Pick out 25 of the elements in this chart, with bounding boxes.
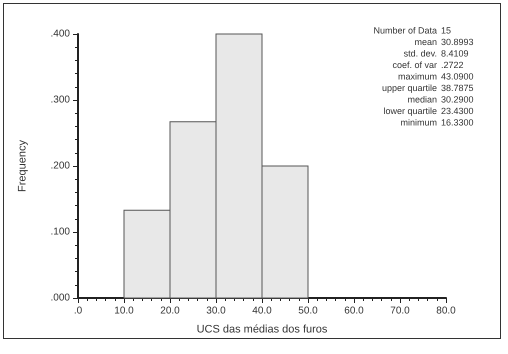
annotation: median 30.2900 (407, 94, 474, 104)
annotation: coef. of var .2722 (392, 60, 464, 70)
annotation: maximum 43.0900 (398, 72, 474, 82)
x-tick-label: 80.0 (436, 306, 456, 316)
y-tick-label: .300 (50, 94, 70, 106)
y-tick-label: .200 (50, 160, 70, 172)
x-tick-label: 60.0 (344, 306, 364, 316)
y-tick-label: .400 (50, 28, 70, 40)
annotation: std. dev. 8.4109 (404, 48, 469, 58)
annotation: mean 30.8993 (414, 37, 474, 47)
annotation: upper quartile 38.7875 (382, 83, 474, 93)
x-axis-title: UCS das médias dos furos (196, 324, 328, 336)
x-tick-label: 30.0 (206, 306, 226, 316)
x-tick-label: 70.0 (390, 306, 410, 316)
x-tick-label: 10.0 (114, 306, 134, 316)
annotation: Number of Data 15 (373, 26, 452, 36)
x-tick-label: 50.0 (298, 306, 318, 316)
x-tick-label: 40.0 (252, 306, 272, 316)
y-tick-label: .100 (50, 226, 70, 238)
y-axis-title: Frequency (16, 140, 28, 192)
annotation: minimum 16.3300 (400, 118, 474, 128)
x-tick-label: .0 (74, 306, 83, 316)
annotation: lower quartile 23.4300 (383, 106, 474, 116)
y-tick-label: .000 (50, 292, 70, 304)
x-tick-label: 20.0 (160, 306, 180, 316)
